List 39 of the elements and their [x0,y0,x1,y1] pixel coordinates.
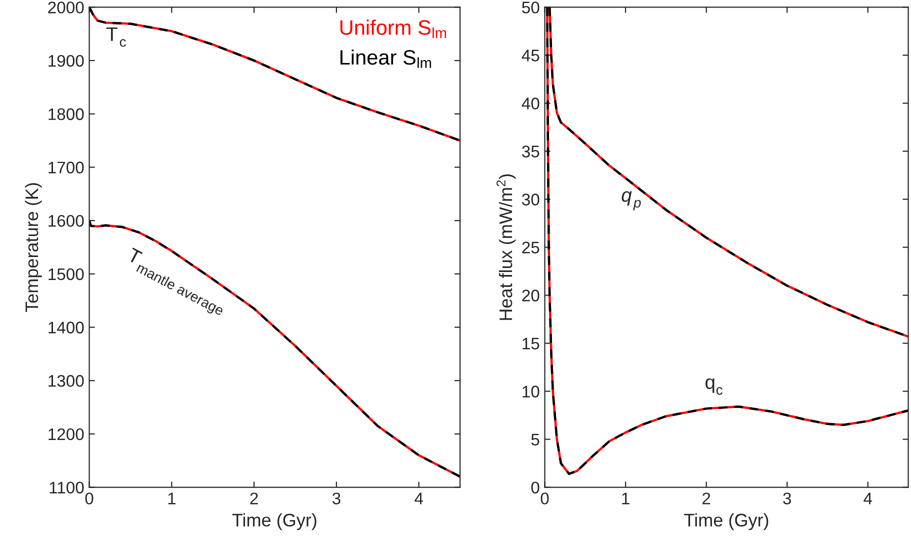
y-tick-label: 25 [522,242,540,254]
y-tick-label: 1100 [50,482,84,494]
x-axis-title: Time (Gyr) [232,513,316,530]
x-tick-label: 4 [414,492,424,504]
y-tick-label: 1400 [48,322,84,334]
y-tick-label: 2000 [48,2,84,14]
y-tick-label: 1300 [48,375,84,387]
y-tick-label: 1200 [48,428,84,440]
y-tick-label: 1500 [48,268,84,280]
text: Uniform S$_{lm}$ [340,20,446,38]
y-tick-label: 20 [522,290,540,302]
x-tick-label: 1 [168,492,176,504]
x-tick-label: 1 [622,492,630,504]
line-series [89,219,460,478]
y-tick-label: 30 [522,194,540,206]
annotation: Tc [106,27,126,47]
y-axis-title: Temperature (K) [24,183,42,312]
y-tick-label: 1700 [48,162,84,174]
y-tick-label: 0 [531,482,540,494]
y-axis-title: Heat flux (mW/m$^{2}$) [496,174,516,320]
x-axis-title: Time (Gyr) [684,513,768,530]
y-tick-label: 1800 [48,108,84,120]
y-tick-label: 5 [531,434,540,446]
y-tick-label: 1600 [48,214,84,227]
x-tick-label: 3 [332,492,340,504]
x-tick-label: 4 [864,492,872,504]
x-tick-label: 2 [702,492,710,504]
y-tick-label: 10 [522,386,540,398]
series-label: Linear S$_{lm}$ [340,49,432,68]
x-tick-label: 2 [250,492,258,504]
x-tick-label: 3 [783,492,792,504]
x-tick-label: 0 [540,492,549,504]
y-tick-label: 40 [522,98,540,110]
y-tick-label: 15 [522,338,540,350]
y-tick-label: 45 [522,50,540,62]
y-tick-label: 50 [522,2,540,14]
x-tick-label: 0 [85,492,94,504]
y-tick-label: 35 [522,146,540,158]
y-tick-label: 1900 [48,54,84,67]
